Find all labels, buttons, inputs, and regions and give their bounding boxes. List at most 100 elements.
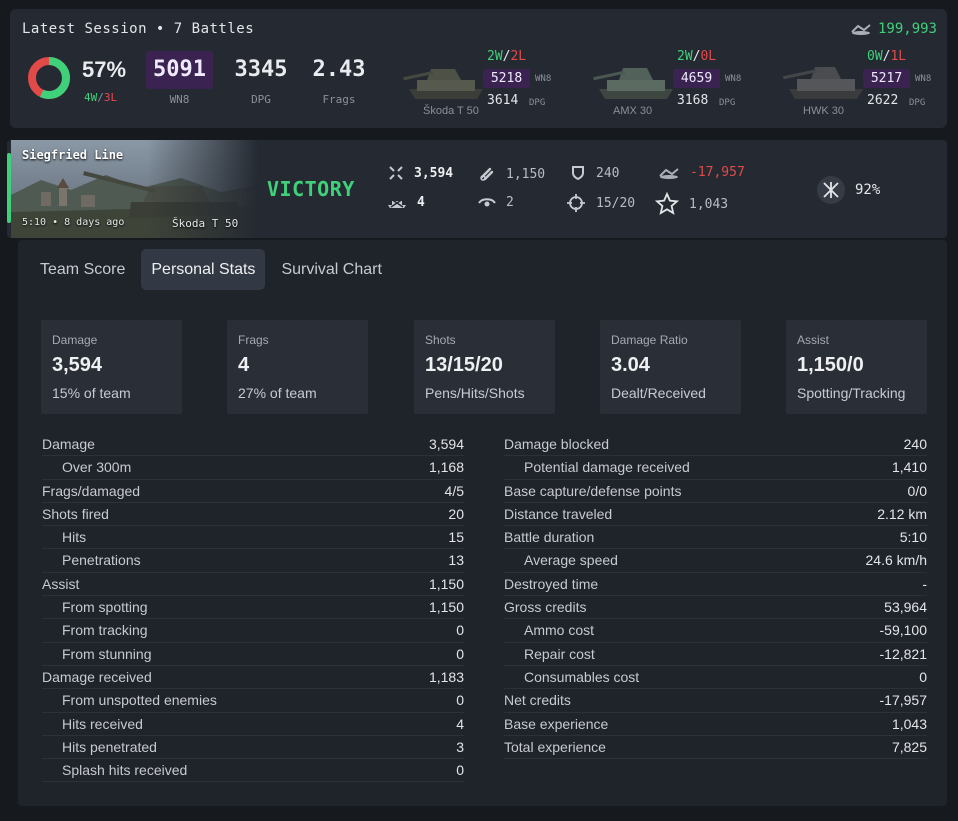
stat-row: Shots fired 20 <box>42 503 464 527</box>
stat-row: Assist 1,150 <box>42 573 464 597</box>
session-wn8: 5091 <box>146 51 213 89</box>
stat-row: Destroyed time - <box>504 573 927 597</box>
stat-value: 0 <box>919 668 927 685</box>
tank-wl-sep: / <box>882 49 891 64</box>
stat-row: Over 300m 1,168 <box>42 456 464 480</box>
stat-label: Gross credits <box>504 599 587 616</box>
tank-dpg-label: DPG <box>719 98 736 108</box>
card-shots: Shots 13/15/20 Pens/Hits/Shots <box>414 320 555 414</box>
stat-label: Assist <box>42 575 80 592</box>
stat-label: Repair cost <box>524 645 595 662</box>
stat-value: 0 <box>456 762 464 779</box>
stat-value: 240 <box>903 436 927 452</box>
tank-wn8: 4659 <box>673 69 720 88</box>
stat-row: Ammo cost -59,100 <box>504 619 927 643</box>
tank-dpg: 2622 <box>867 93 899 108</box>
stat-label: Over 300m <box>62 459 132 476</box>
details-tabs: Team Score Personal Stats Survival Chart <box>30 249 392 290</box>
stat-value: -12,821 <box>879 645 927 662</box>
stat-row: Base experience 1,043 <box>504 713 927 736</box>
kills-icon <box>388 197 406 208</box>
battle-row[interactable]: Siegfried Line 5:10 • 8 days ago Škoda T… <box>7 140 947 238</box>
stat-row: Damage blocked 240 <box>504 433 927 457</box>
session-tank-card[interactable]: HWK 30 0W/1L 5217 WN8 2622 DPG <box>783 47 958 122</box>
stat-row: From spotting 1,150 <box>42 596 464 620</box>
card-label: Frags <box>238 333 269 347</box>
session-tank-card[interactable]: AMX 30 2W/0L 4659 WN8 3168 DPG <box>593 47 773 122</box>
stat-value: 3 <box>456 738 464 755</box>
battle-meta: 5:10 • 8 days ago <box>22 217 125 228</box>
tab-team-score[interactable]: Team Score <box>40 261 126 278</box>
tank-losses: 1L <box>890 49 907 64</box>
session-dpg: 3345 <box>234 57 288 82</box>
stat-row: From unspotted enemies 0 <box>42 689 464 713</box>
stat-value: 13 <box>448 552 464 569</box>
stat-value: 0 <box>456 645 464 662</box>
stat-label: Average speed <box>524 552 618 569</box>
credits-icon <box>659 167 679 179</box>
card-assist: Assist 1,150/0 Spotting/Tracking <box>786 320 927 414</box>
session-tank-card[interactable]: Škoda T 50 2W/2L 5218 WN8 3614 DPG <box>403 47 583 122</box>
stat-row: Frags/damaged 4/5 <box>42 480 464 503</box>
stat-row: Battle duration 5:10 <box>504 526 927 550</box>
credits-icon <box>851 24 871 35</box>
stat-row: Net credits -17,957 <box>504 689 927 713</box>
stat-value: 4/5 <box>444 482 464 499</box>
battle-blocked-value: 240 <box>596 165 620 181</box>
stat-row: Hits penetrated 3 <box>42 736 464 760</box>
stat-value: 3,594 <box>428 436 464 452</box>
map-thumbnail <box>11 140 258 238</box>
result-accent-bar <box>7 153 11 223</box>
stat-row: Damage received 1,183 <box>42 666 464 690</box>
stat-value: 24.6 km/h <box>865 552 927 569</box>
stat-row: Repair cost -12,821 <box>504 643 927 666</box>
tank-wins: 2W <box>677 49 693 64</box>
tank-wl-sep: / <box>502 49 511 64</box>
session-wins: 4W <box>84 91 98 104</box>
battle-credits-value: -17,957 <box>690 165 745 180</box>
card-damage: Damage 3,594 15% of team <box>41 320 182 414</box>
session-frags: 2.43 <box>312 57 366 82</box>
stat-value: -17,957 <box>879 692 927 709</box>
card-label: Damage <box>52 333 98 347</box>
stat-value: 1,183 <box>428 668 464 685</box>
stat-value: 0 <box>456 622 464 639</box>
crosshair-icon <box>567 194 585 212</box>
stat-row: Gross credits 53,964 <box>504 596 927 620</box>
stat-value: 1,150 <box>428 599 464 616</box>
stat-row: Consumables cost 0 <box>504 666 927 690</box>
tank-wn8-label: WN8 <box>915 74 932 84</box>
tab-personal-stats[interactable]: Personal Stats <box>141 249 266 290</box>
battle-damage: 3,594 <box>388 165 453 181</box>
left-stats-list: Damage 3,594 Over 300m 1,168 Frags/damaged 4/… <box>42 433 464 783</box>
battle-blocked: 240 <box>570 165 619 181</box>
stat-value: 53,964 <box>884 599 927 616</box>
stat-value: 4 <box>456 715 464 732</box>
stat-value: -59,100 <box>879 622 927 639</box>
tab-survival-chart[interactable]: Survival Chart <box>281 261 382 278</box>
stat-label: Total experience <box>504 738 606 755</box>
stat-label: Base capture/defense points <box>504 482 682 499</box>
stat-label: Shots fired <box>42 505 109 522</box>
stat-value: 0 <box>456 692 464 709</box>
stat-label: From spotting <box>62 599 148 616</box>
stat-value: 1,150 <box>428 575 464 592</box>
tank-losses: 0L <box>700 49 717 64</box>
stat-row: Damage 3,594 <box>42 433 464 457</box>
card-label: Damage Ratio <box>611 333 688 347</box>
battle-xp: 1,043 <box>655 192 728 216</box>
battle-accuracy: 92% <box>817 176 880 204</box>
session-credits: 199,993 <box>850 21 937 37</box>
stat-row: Average speed 24.6 km/h <box>504 549 927 573</box>
session-frags-label: Frags <box>322 93 356 106</box>
stat-label: Damage blocked <box>504 436 610 452</box>
session-losses: 3L <box>103 91 118 104</box>
battle-spotted: 2 <box>478 195 514 210</box>
battle-assist-value: 1,150 <box>506 166 546 182</box>
stat-label: Destroyed time <box>504 575 599 592</box>
card-value: 3,594 <box>52 354 103 376</box>
stat-label: From unspotted enemies <box>62 692 217 709</box>
battle-accuracy-value: 92% <box>855 182 881 198</box>
eye-icon <box>478 197 496 206</box>
tank-wn8: 5218 <box>483 69 530 88</box>
